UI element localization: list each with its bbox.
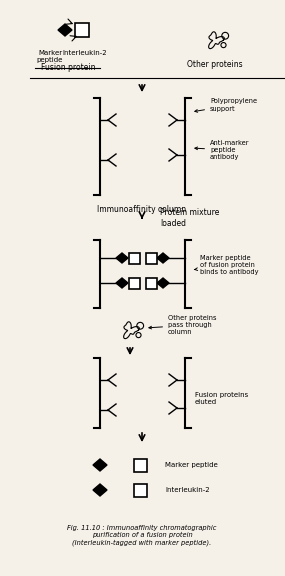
Bar	[129, 278, 139, 289]
Text: Fusion protein: Fusion protein	[41, 63, 95, 72]
Polygon shape	[157, 253, 169, 263]
Text: Fusion proteins
eluted: Fusion proteins eluted	[195, 392, 248, 404]
Bar	[146, 278, 156, 289]
Bar	[129, 252, 139, 263]
Text: Immunoaffinity column: Immunoaffinity column	[97, 205, 187, 214]
Text: Anti-marker
peptide
antibody: Anti-marker peptide antibody	[195, 140, 249, 160]
Polygon shape	[58, 24, 72, 36]
Polygon shape	[157, 278, 169, 288]
Text: Marker peptide
of fusion protein
binds to antibody: Marker peptide of fusion protein binds t…	[194, 255, 258, 275]
Bar	[75, 23, 89, 37]
Bar	[133, 483, 146, 497]
Polygon shape	[116, 253, 128, 263]
Text: Other proteins: Other proteins	[187, 60, 243, 69]
Text: Protein mixture
loaded: Protein mixture loaded	[160, 209, 219, 228]
Text: Interleukin-2: Interleukin-2	[63, 50, 107, 56]
Text: Polypropylene
support: Polypropylene support	[195, 98, 257, 112]
Text: Fig. 11.10 : Immunoaffinity chromatographic
purification of a fusion protein
(In: Fig. 11.10 : Immunoaffinity chromatograp…	[67, 525, 217, 546]
Text: Marker peptide: Marker peptide	[165, 462, 218, 468]
Polygon shape	[116, 278, 128, 288]
Text: Marker
peptide: Marker peptide	[37, 50, 63, 63]
Polygon shape	[93, 484, 107, 496]
Bar	[146, 252, 156, 263]
Text: Interleukin-2: Interleukin-2	[165, 487, 210, 493]
Text: Other proteins
pass through
column: Other proteins pass through column	[149, 315, 217, 335]
Polygon shape	[93, 459, 107, 471]
Bar	[133, 458, 146, 472]
